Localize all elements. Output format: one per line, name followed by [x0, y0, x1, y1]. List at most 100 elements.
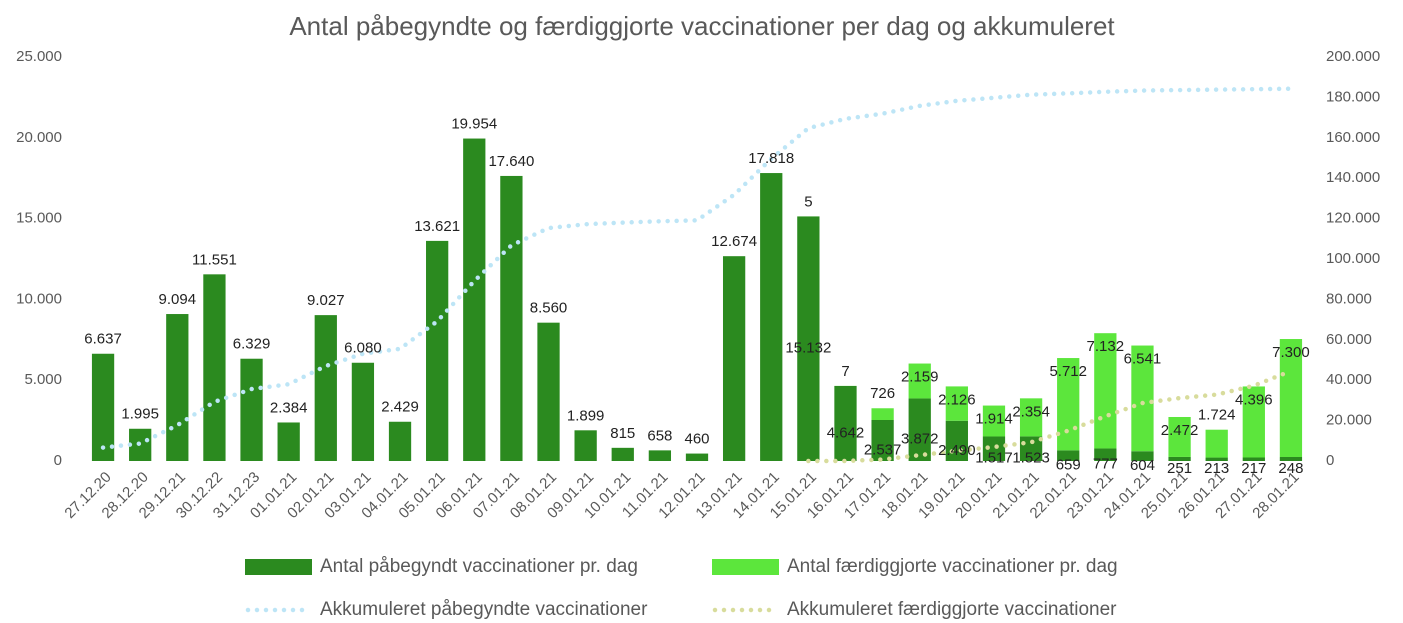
data-label: 6.080 [344, 340, 382, 357]
data-label: 11.551 [192, 251, 237, 268]
bar [797, 216, 820, 461]
bar [203, 274, 226, 461]
bar [1279, 339, 1303, 457]
y2-tick-label: 160.000 [1326, 129, 1380, 146]
data-label: 2.490 [938, 442, 976, 459]
bar [1168, 416, 1191, 457]
chart-title: Antal påbegyndte og færdiggjorte vaccina… [289, 11, 1115, 41]
legend-label: Antal påbegyndt vaccinationer pr. dag [320, 556, 638, 577]
data-label: 726 [870, 385, 895, 402]
data-label: 9.094 [159, 291, 197, 308]
bar [1168, 456, 1191, 461]
data-label: 2.472 [1161, 422, 1199, 439]
bar [351, 362, 375, 461]
bar [760, 173, 783, 461]
bar [463, 138, 486, 461]
bar [500, 175, 523, 461]
data-label: 7.300 [1272, 344, 1310, 361]
legend-swatch [712, 559, 779, 575]
bar [611, 447, 634, 461]
bar [1279, 456, 1303, 461]
line [806, 368, 1294, 464]
data-label: 777 [1093, 456, 1118, 473]
y2-tick-label: 60.000 [1326, 331, 1372, 348]
data-label: 1.517 [975, 450, 1013, 467]
data-label: 1.899 [567, 407, 605, 424]
bar [1131, 451, 1154, 461]
bar [648, 450, 672, 461]
data-label: 9.027 [307, 292, 345, 309]
data-label: 8.560 [530, 300, 568, 317]
data-label: 658 [647, 427, 672, 444]
y2-tick-label: 0 [1326, 452, 1334, 469]
data-label: 17.640 [488, 153, 534, 170]
bar [908, 363, 931, 399]
data-label: 4.396 [1235, 391, 1273, 408]
data-label: 19.954 [451, 116, 497, 133]
bar [91, 353, 115, 461]
data-label: 1.523 [1012, 450, 1050, 467]
y2-tick-label: 200.000 [1326, 48, 1380, 65]
y-tick-label: 15.000 [16, 210, 62, 227]
bar [277, 422, 300, 461]
bar [166, 314, 189, 461]
bar [871, 408, 894, 421]
data-label: 460 [684, 431, 709, 448]
data-label: 3.872 [901, 431, 939, 448]
bar [1131, 345, 1154, 452]
y2-tick-label: 180.000 [1326, 88, 1380, 105]
y-tick-label: 25.000 [16, 48, 62, 65]
bar [1205, 457, 1228, 461]
legend-label: Antal færdiggjorte vaccinationer pr. dag [787, 556, 1118, 577]
bar [1019, 398, 1043, 437]
data-label: 6.637 [84, 331, 122, 348]
data-label: 217 [1241, 460, 1266, 477]
bar [388, 421, 412, 461]
bar [426, 240, 449, 461]
bar [908, 398, 931, 461]
data-label: 17.818 [748, 150, 794, 167]
legend-swatch [245, 559, 312, 575]
data-label: 213 [1204, 460, 1229, 477]
data-label: 7.132 [1087, 338, 1125, 355]
y-tick-label: 20.000 [16, 129, 62, 146]
data-label: 815 [610, 425, 635, 442]
data-label: 6.541 [1124, 351, 1162, 368]
bar [722, 256, 746, 461]
data-label: 2.159 [901, 369, 939, 386]
y2-tick-label: 140.000 [1326, 169, 1380, 186]
data-label: 604 [1130, 457, 1155, 474]
data-label: 2.537 [864, 441, 902, 458]
data-label: 2.384 [270, 399, 308, 416]
data-label: 15.132 [785, 340, 831, 357]
data-label: 7 [841, 363, 849, 380]
bar [240, 358, 263, 461]
bar [834, 385, 857, 461]
y-tick-label: 0 [54, 452, 62, 469]
data-label: 659 [1056, 457, 1081, 474]
data-label: 5 [804, 193, 812, 210]
data-label: 2.126 [938, 391, 976, 408]
bar [982, 405, 1006, 437]
bar [945, 386, 968, 421]
y2-tick-label: 40.000 [1326, 371, 1372, 388]
data-label: 2.429 [381, 399, 419, 416]
legend-label: Akkumuleret færdiggjorte vaccinationer [787, 599, 1117, 620]
bar [1205, 429, 1228, 458]
bar [1057, 450, 1080, 461]
y2-tick-label: 120.000 [1326, 210, 1380, 227]
bar [1242, 386, 1265, 458]
y2-tick-label: 20.000 [1326, 412, 1372, 429]
y-tick-label: 5.000 [24, 371, 62, 388]
data-label: 251 [1167, 460, 1192, 477]
bar [314, 315, 337, 461]
data-label: 1.995 [121, 406, 159, 423]
data-label: 13.621 [414, 218, 460, 235]
bar [685, 453, 709, 461]
data-label: 248 [1278, 460, 1303, 477]
data-label: 1.724 [1198, 407, 1236, 424]
bar [574, 430, 597, 461]
y-tick-label: 10.000 [16, 290, 62, 307]
data-label: 6.329 [233, 336, 271, 353]
